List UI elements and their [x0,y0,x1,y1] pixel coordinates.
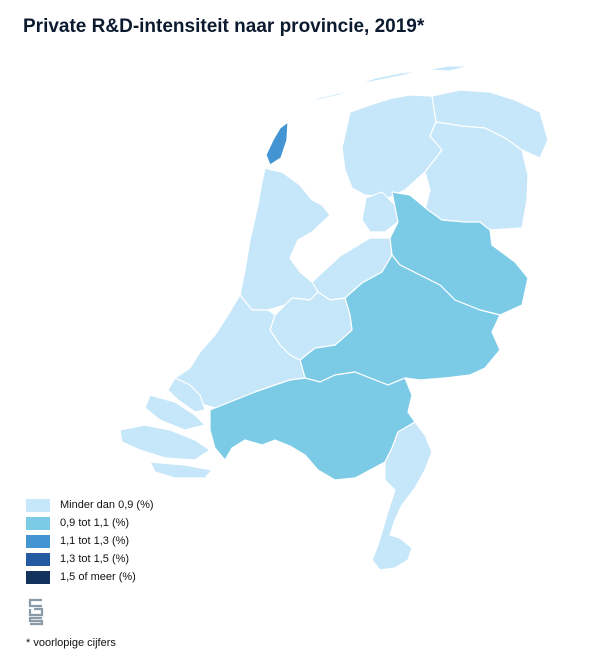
province-noordoostpolder[interactable]: Friesland [361,191,399,233]
legend-swatch [26,498,50,512]
legend-label: Minder dan 0,9 (%) [60,499,154,511]
province-noord-holland-texel[interactable]: Noord-Holland [265,121,289,166]
legend-label: 0,9 tot 1,1 (%) [60,517,130,529]
legend-item: 1,1 tot 1,3 (%) [26,532,154,550]
legend-label: 1,1 tot 1,3 (%) [60,535,130,547]
legend-item: 1,5 of meer (%) [26,568,154,586]
legend-swatch [26,516,50,530]
legend-item: 0,9 tot 1,1 (%) [26,514,154,532]
map-legend: Minder dan 0,9 (%) 0,9 tot 1,1 (%) 1,1 t… [26,496,154,586]
legend-item: 1,3 tot 1,5 (%) [26,550,154,568]
legend-item: Minder dan 0,9 (%) [26,496,154,514]
legend-swatch [26,570,50,584]
province-friesland[interactable]: Friesland [341,94,443,199]
legend-swatch [26,552,50,566]
legend-label: 1,3 tot 1,5 (%) [60,553,130,565]
map-title: Private R&D-intensiteit naar provincie, … [23,16,425,37]
footnote: * voorlopige cijfers [26,637,116,649]
legend-label: 1,5 of meer (%) [60,571,136,583]
cbs-logo-icon [28,598,44,626]
province-limburg[interactable]: Drenthe [371,421,433,571]
province-noord-holland[interactable]: Drenthe [239,167,331,311]
province-zeeland[interactable]: Groningen [119,377,213,479]
province-wadden-islands[interactable]: Groningen [295,65,471,126]
legend-swatch [26,534,50,548]
